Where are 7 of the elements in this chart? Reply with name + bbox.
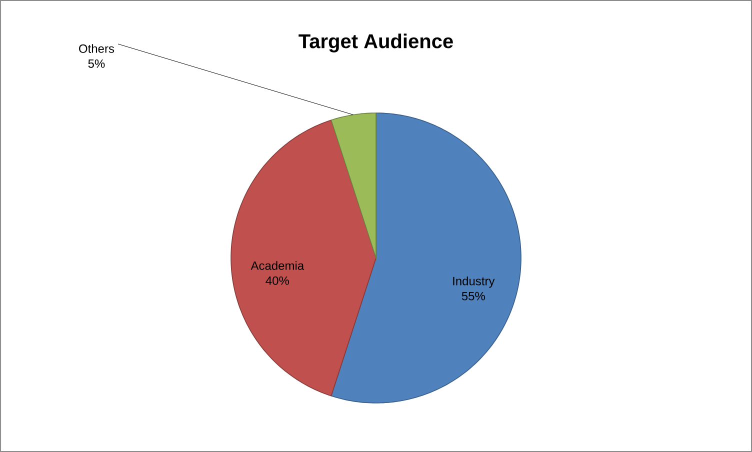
slice-label: Others — [79, 44, 114, 53]
slice-label: Academia — [250, 261, 304, 270]
data-label: 55% — [462, 292, 485, 300]
slice-label: Industry — [453, 276, 495, 288]
data-label: 5% — [88, 59, 105, 68]
data-label: 40% — [266, 276, 289, 285]
chart-title: Target Audience — [298, 34, 453, 52]
